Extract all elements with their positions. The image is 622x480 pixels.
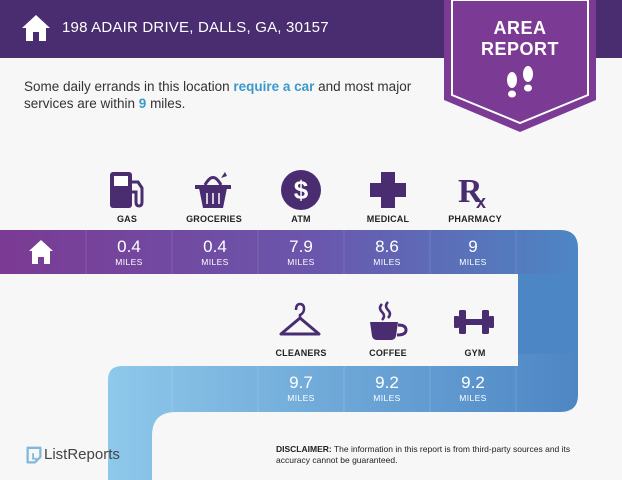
badge-line-1: AREA bbox=[493, 18, 547, 38]
intro-part-3: miles. bbox=[146, 96, 186, 111]
value-cleaners: 9.7 MILES bbox=[258, 373, 344, 404]
coffee-cup-icon bbox=[370, 301, 408, 340]
gas-pump-icon bbox=[110, 172, 144, 208]
value-pharmacy: 9 MILES bbox=[430, 237, 516, 268]
grocery-basket-icon bbox=[195, 172, 231, 208]
intro-highlight-car: require a car bbox=[233, 79, 315, 94]
groceries-distance: 0.4 bbox=[203, 237, 227, 256]
home-icon bbox=[22, 15, 50, 41]
disclaimer-label: DISCLAIMER: bbox=[276, 444, 332, 454]
intro-highlight-miles: 9 bbox=[138, 96, 147, 111]
label-gym: GYM bbox=[464, 348, 486, 358]
value-groceries: 0.4 MILES bbox=[172, 237, 258, 268]
intro-part-1: Some daily errands in this location bbox=[24, 79, 234, 94]
cleaners-distance: 9.7 bbox=[289, 373, 313, 392]
medical-cross-icon bbox=[370, 172, 406, 208]
gas-unit: MILES bbox=[115, 257, 143, 267]
intro-part-2: and most major services are within bbox=[24, 79, 412, 111]
area-report-badge bbox=[444, 0, 596, 132]
property-address: 198 ADAIR DRIVE, DALLS, GA, 30157 bbox=[62, 19, 329, 36]
svg-text:R: R bbox=[458, 173, 483, 210]
label-medical: MEDICAL bbox=[366, 214, 410, 224]
footprints-icon bbox=[507, 66, 533, 98]
listreports-logo-icon bbox=[26, 446, 42, 464]
value-coffee: 9.2 MILES bbox=[344, 373, 430, 404]
band-home-icon bbox=[29, 240, 53, 264]
value-atm: 7.9 MILES bbox=[258, 237, 344, 268]
gym-unit: MILES bbox=[459, 393, 487, 403]
value-gas: 0.4 MILES bbox=[86, 237, 172, 268]
coffee-unit: MILES bbox=[373, 393, 401, 403]
disclaimer: DISCLAIMER: The information in this repo… bbox=[276, 444, 596, 465]
gas-distance: 0.4 bbox=[117, 237, 141, 256]
hanger-icon bbox=[279, 302, 321, 336]
label-coffee: COFFEE bbox=[369, 348, 407, 358]
label-groceries: GROCERIES bbox=[186, 214, 242, 224]
dumbbell-icon bbox=[454, 310, 494, 334]
pharmacy-unit: MILES bbox=[459, 257, 487, 267]
groceries-unit: MILES bbox=[201, 257, 229, 267]
brand-name: ListReports bbox=[44, 446, 120, 463]
dollar-icon: $ bbox=[281, 170, 321, 210]
medical-unit: MILES bbox=[373, 257, 401, 267]
label-cleaners: CLEANERS bbox=[275, 348, 327, 358]
label-pharmacy: PHARMACY bbox=[448, 214, 502, 224]
value-medical: 8.6 MILES bbox=[344, 237, 430, 268]
badge-title: AREA REPORT bbox=[444, 18, 596, 60]
atm-unit: MILES bbox=[287, 257, 315, 267]
atm-distance: 7.9 bbox=[289, 237, 313, 256]
pharmacy-distance: 9 bbox=[468, 237, 478, 256]
svg-text:x: x bbox=[476, 192, 486, 212]
medical-distance: 8.6 bbox=[375, 237, 399, 256]
intro-text: Some daily errands in this location requ… bbox=[24, 78, 424, 112]
cleaners-unit: MILES bbox=[287, 393, 315, 403]
rx-icon: R x bbox=[458, 173, 486, 212]
value-gym: 9.2 MILES bbox=[430, 373, 516, 404]
label-gas: GAS bbox=[116, 214, 138, 224]
disclaimer-text: The information in this report is from t… bbox=[276, 444, 571, 465]
gym-distance: 9.2 bbox=[461, 373, 485, 392]
coffee-distance: 9.2 bbox=[375, 373, 399, 392]
badge-line-2: REPORT bbox=[480, 39, 559, 59]
svg-text:$: $ bbox=[294, 175, 309, 205]
label-atm: ATM bbox=[291, 214, 311, 224]
